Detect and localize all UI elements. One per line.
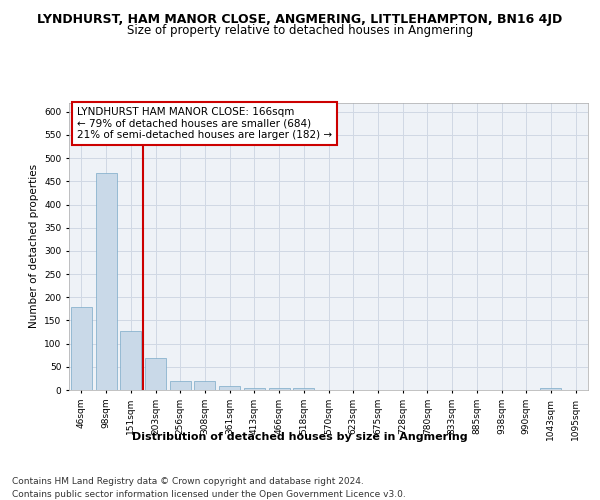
Text: Distribution of detached houses by size in Angmering: Distribution of detached houses by size … <box>132 432 468 442</box>
Bar <box>194 380 215 390</box>
Y-axis label: Number of detached properties: Number of detached properties <box>29 164 38 328</box>
Bar <box>219 386 240 390</box>
Text: LYNDHURST, HAM MANOR CLOSE, ANGMERING, LITTLEHAMPTON, BN16 4JD: LYNDHURST, HAM MANOR CLOSE, ANGMERING, L… <box>37 12 563 26</box>
Text: LYNDHURST HAM MANOR CLOSE: 166sqm
← 79% of detached houses are smaller (684)
21%: LYNDHURST HAM MANOR CLOSE: 166sqm ← 79% … <box>77 107 332 140</box>
Bar <box>71 308 92 390</box>
Bar <box>145 358 166 390</box>
Text: Contains HM Land Registry data © Crown copyright and database right 2024.: Contains HM Land Registry data © Crown c… <box>12 478 364 486</box>
Bar <box>293 388 314 390</box>
Text: Size of property relative to detached houses in Angmering: Size of property relative to detached ho… <box>127 24 473 37</box>
Text: Contains public sector information licensed under the Open Government Licence v3: Contains public sector information licen… <box>12 490 406 499</box>
Bar <box>541 388 562 390</box>
Bar <box>170 380 191 390</box>
Bar <box>95 173 116 390</box>
Bar <box>269 388 290 390</box>
Bar <box>244 388 265 390</box>
Bar <box>120 331 141 390</box>
